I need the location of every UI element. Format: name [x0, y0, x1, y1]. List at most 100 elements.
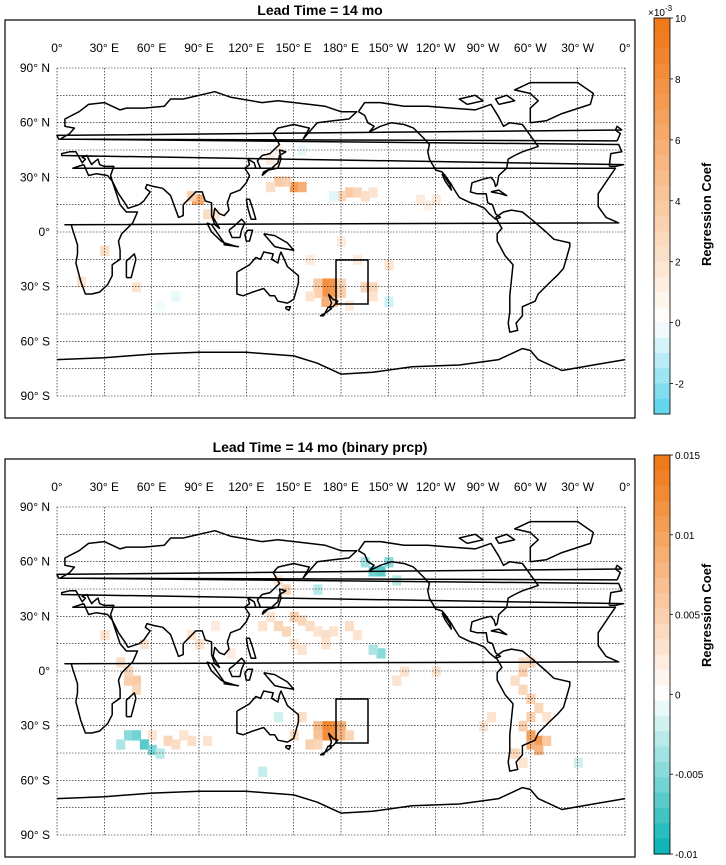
lon-label: 150° W — [369, 41, 409, 55]
colorbar-swatch — [654, 307, 670, 324]
colorbar-swatch — [654, 185, 670, 202]
lon-label: 150° E — [276, 480, 312, 494]
anomaly-cell — [305, 254, 315, 266]
lat-label: 90° N — [20, 61, 50, 75]
anomaly-cell — [400, 666, 410, 677]
lat-label: 90° N — [20, 500, 50, 514]
lat-labels: 90° N 60° N 30° N 0° 30° S 60° S 90° S — [20, 500, 50, 842]
anomaly-cell — [313, 739, 323, 750]
colorbar-swatch — [654, 700, 670, 717]
coast-outline — [327, 732, 339, 747]
colorbar-tick-label: -2 — [675, 380, 684, 391]
colorbar-tick-label: 0 — [675, 319, 681, 330]
coast-outline — [441, 173, 453, 191]
coast-outline — [319, 306, 333, 317]
anomaly-cell — [313, 721, 323, 732]
anomaly-cell — [321, 721, 331, 732]
anomaly-cell — [329, 626, 339, 637]
anomaly-cell — [124, 666, 134, 677]
panel-bottom: Lead Time = 14 mo (binary prcp) 0° 30° E 6… — [0, 437, 726, 865]
lon-label: 180° E — [323, 480, 359, 494]
colorbar-swatch — [654, 531, 670, 548]
anomaly-cell — [368, 187, 378, 198]
anomaly-cell — [210, 620, 220, 632]
coast-outline — [261, 149, 287, 177]
colorbar-swatch — [654, 562, 670, 579]
panel-title: Lead Time = 14 mo (binary prcp) — [212, 439, 428, 455]
colorbar-tick-label: 4 — [675, 197, 681, 208]
colorbar-tick-label: 10 — [675, 14, 687, 25]
colorbar-tick-label: 8 — [675, 75, 681, 86]
coast-outline — [441, 612, 453, 630]
anomaly-cell — [131, 282, 142, 293]
colorbar-swatch — [654, 170, 670, 187]
colorbar-swatch — [654, 501, 670, 517]
lon-labels: 0° 30° E 60° E 90° E 120° E 150° E 180° E 150° … — [51, 480, 631, 494]
anomaly-cell — [289, 181, 299, 193]
anomaly-cell — [534, 735, 544, 746]
coast-outline — [458, 94, 484, 106]
colorbar-swatch — [654, 124, 670, 141]
coast-outline — [59, 529, 625, 669]
anomaly-cell — [273, 176, 284, 187]
lon-label: 180° E — [323, 41, 359, 55]
colorbar-swatch — [654, 139, 670, 156]
colorbar-tick-label: -0.005 — [675, 770, 704, 781]
lon-label: 30° E — [90, 480, 119, 494]
colorbar-swatch — [654, 777, 670, 794]
lon-label: 0° — [619, 480, 631, 494]
lon-label: 90° W — [467, 41, 500, 55]
colorbar-swatch — [654, 292, 670, 308]
coast-outline — [206, 661, 225, 683]
coast-outline — [223, 681, 240, 687]
lat-label: 60° S — [21, 773, 50, 787]
colorbar-swatch — [654, 353, 670, 369]
anomaly-cell — [321, 278, 331, 289]
anomaly-cell — [344, 730, 355, 741]
anomaly-cell — [384, 260, 394, 271]
lon-label: 0° — [51, 41, 63, 55]
lon-label: 150° E — [276, 41, 312, 55]
anomaly-cell — [368, 291, 378, 302]
anomaly-cell — [273, 145, 284, 156]
anomaly-cell — [376, 648, 386, 659]
anomaly-cell — [321, 730, 331, 741]
anomaly-cell — [100, 245, 110, 256]
anomaly-cell — [210, 209, 220, 220]
colorbar-swatch — [654, 715, 670, 732]
anomaly-cell — [329, 730, 339, 741]
coast-outline — [513, 520, 595, 563]
anomaly-cell — [431, 666, 441, 677]
lat-label: 90° S — [21, 389, 50, 403]
lon-label: 30° E — [90, 41, 119, 55]
coast-outline — [458, 533, 484, 545]
coast-outline — [261, 588, 287, 616]
colorbar-frame — [653, 454, 671, 855]
lon-label: 0° — [619, 41, 631, 55]
colorbar-swatch — [654, 654, 670, 671]
colorbar-tick-label: 2 — [675, 258, 681, 269]
anomaly-cell — [297, 145, 307, 156]
anomaly-cell — [526, 739, 536, 750]
anomaly-cell — [297, 181, 307, 193]
anomaly-cell — [337, 730, 347, 741]
coast-outline — [357, 101, 539, 220]
target-box — [335, 698, 369, 744]
panel-title: Lead Time = 14 mo — [257, 2, 383, 18]
anomaly-cell — [329, 296, 339, 307]
coast-outline — [206, 222, 225, 244]
colorbar-swatch — [654, 577, 670, 594]
anomaly-cells — [76, 145, 441, 311]
colorbar-swatch — [654, 337, 670, 354]
anomaly-cell — [147, 744, 157, 756]
lon-label: 60° E — [137, 480, 166, 494]
lat-label: 60° N — [20, 555, 50, 569]
anomaly-cell — [510, 748, 520, 759]
colorbar-swatch — [654, 63, 670, 80]
colorbar-swatch — [654, 608, 670, 625]
colorbar-tick-label: 0.015 — [675, 451, 700, 462]
lat-label: 60° S — [21, 334, 50, 348]
coast-outline — [125, 692, 137, 718]
colorbar-swatch — [654, 746, 670, 763]
colorbar-swatch — [654, 368, 670, 385]
